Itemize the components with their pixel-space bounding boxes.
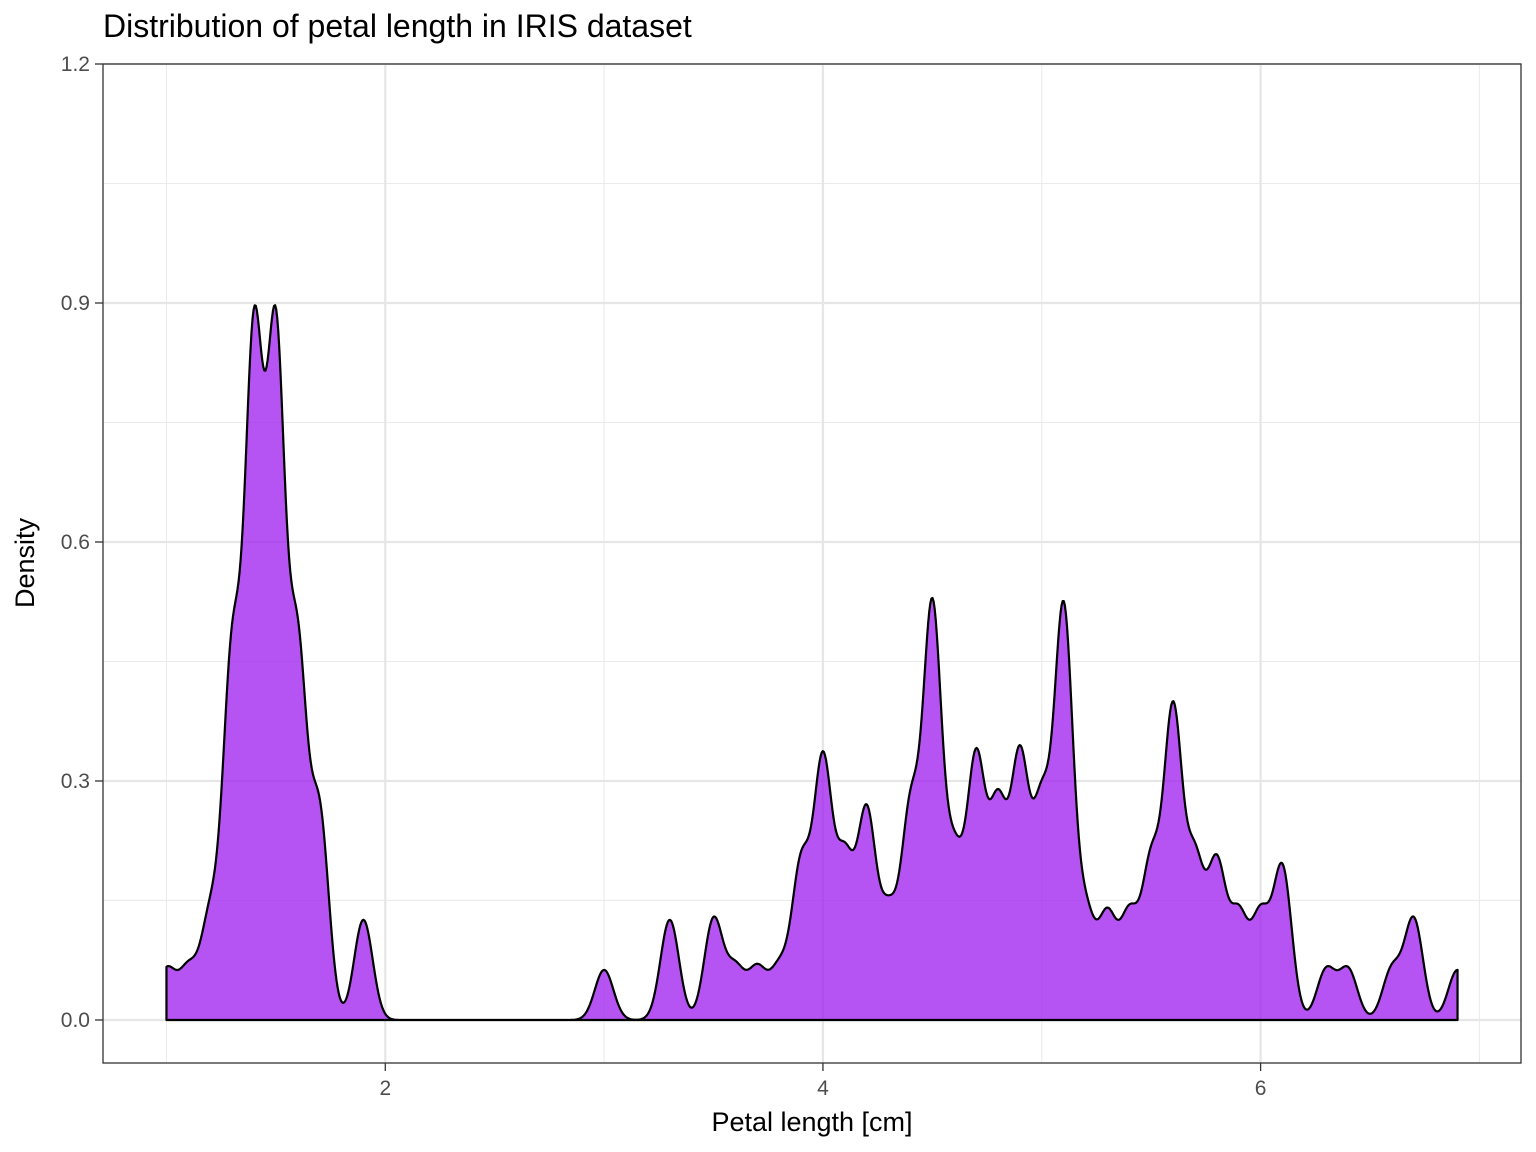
y-tick-label: 0.0 — [61, 1009, 90, 1032]
chart-title: Distribution of petal length in IRIS dat… — [103, 8, 692, 44]
y-tick-label: 0.3 — [61, 770, 90, 793]
density-area — [166, 305, 1458, 1020]
x-tick-label: 6 — [1255, 1077, 1267, 1100]
x-tick-label: 2 — [379, 1077, 391, 1100]
y-tick-label: 1.2 — [61, 53, 90, 76]
y-tick-label: 0.6 — [61, 531, 90, 554]
y-axis-label: Density — [10, 517, 40, 608]
minor-gridlines — [103, 64, 1521, 1063]
plot-border — [102, 63, 1522, 1064]
x-axis-label: Petal length [cm] — [711, 1107, 912, 1137]
y-tick-label: 0.9 — [61, 292, 90, 315]
density-line — [165, 304, 1459, 1022]
x-axis: 2 4 6 — [379, 1063, 1266, 1100]
y-axis: 0.0 0.3 0.6 0.9 1.2 — [61, 53, 103, 1032]
x-tick-label: 4 — [817, 1077, 829, 1100]
